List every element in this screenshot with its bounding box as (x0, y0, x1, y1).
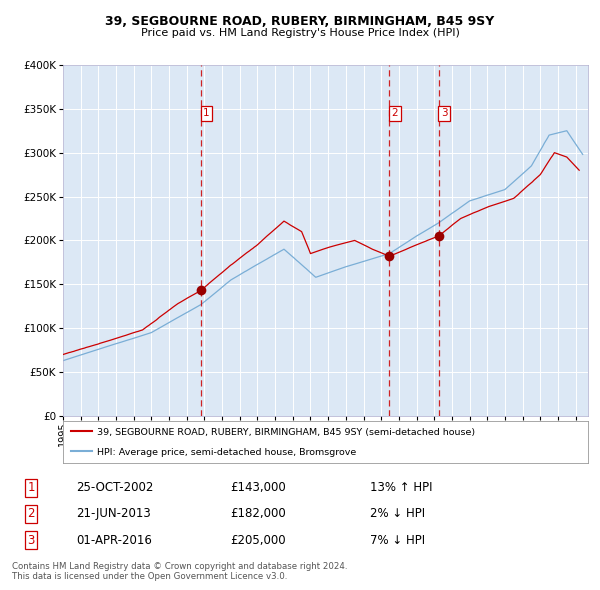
Text: 3: 3 (441, 108, 448, 118)
Text: 2: 2 (392, 108, 398, 118)
Text: 25-OCT-2002: 25-OCT-2002 (76, 481, 154, 494)
Text: 2: 2 (28, 507, 35, 520)
Text: 13% ↑ HPI: 13% ↑ HPI (370, 481, 433, 494)
Text: 39, SEGBOURNE ROAD, RUBERY, BIRMINGHAM, B45 9SY (semi-detached house): 39, SEGBOURNE ROAD, RUBERY, BIRMINGHAM, … (97, 428, 475, 437)
Text: £205,000: £205,000 (230, 533, 286, 546)
Text: £182,000: £182,000 (230, 507, 286, 520)
Text: 2% ↓ HPI: 2% ↓ HPI (370, 507, 425, 520)
Text: 3: 3 (28, 533, 35, 546)
Text: This data is licensed under the Open Government Licence v3.0.: This data is licensed under the Open Gov… (12, 572, 287, 581)
Text: HPI: Average price, semi-detached house, Bromsgrove: HPI: Average price, semi-detached house,… (97, 448, 356, 457)
Text: Price paid vs. HM Land Registry's House Price Index (HPI): Price paid vs. HM Land Registry's House … (140, 28, 460, 38)
Text: £143,000: £143,000 (230, 481, 286, 494)
Text: 1: 1 (203, 108, 210, 118)
Text: 1: 1 (28, 481, 35, 494)
Text: 7% ↓ HPI: 7% ↓ HPI (370, 533, 425, 546)
Text: Contains HM Land Registry data © Crown copyright and database right 2024.: Contains HM Land Registry data © Crown c… (12, 562, 347, 571)
Text: 21-JUN-2013: 21-JUN-2013 (76, 507, 151, 520)
Text: 39, SEGBOURNE ROAD, RUBERY, BIRMINGHAM, B45 9SY: 39, SEGBOURNE ROAD, RUBERY, BIRMINGHAM, … (106, 15, 494, 28)
Text: 01-APR-2016: 01-APR-2016 (76, 533, 152, 546)
